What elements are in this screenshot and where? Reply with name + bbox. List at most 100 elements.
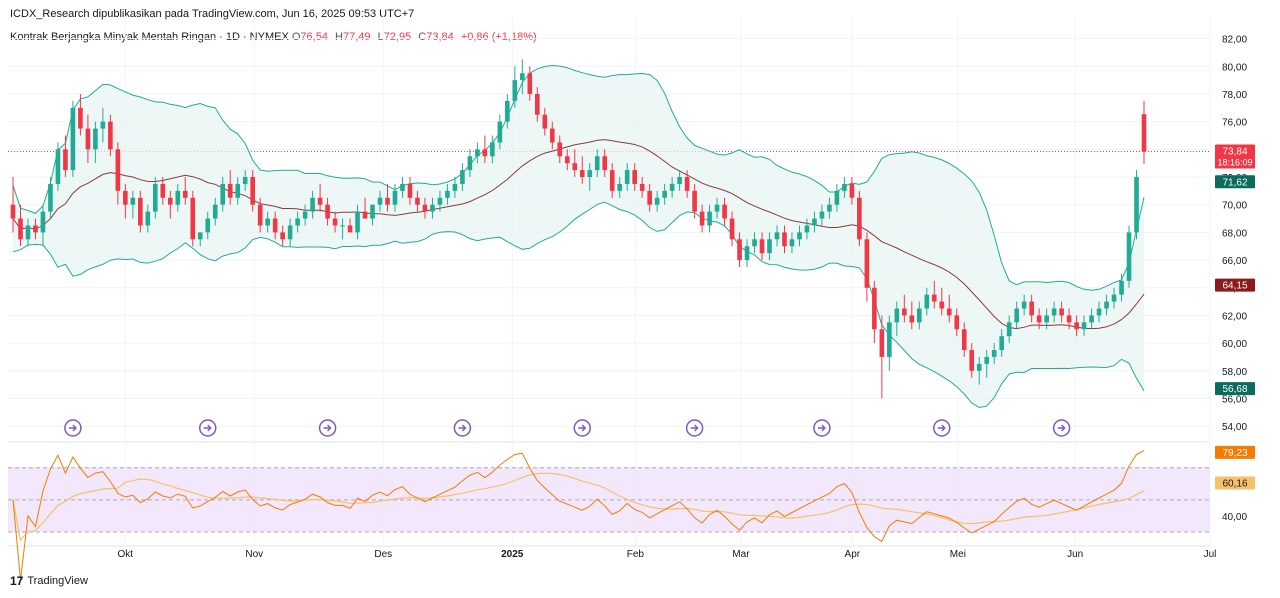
- rsi-pane: [8, 450, 1210, 581]
- candle-body: [467, 156, 473, 171]
- candle-body: [257, 204, 263, 226]
- x-tick-label: Jun: [1067, 549, 1083, 560]
- candle-body: [1044, 315, 1049, 323]
- candle-body: [662, 190, 667, 198]
- candle-body: [669, 183, 675, 191]
- candle-body: [729, 218, 735, 240]
- close-value: 73,84: [426, 31, 454, 43]
- candle-body: [160, 183, 166, 198]
- candle-body: [10, 204, 16, 219]
- candle-body: [797, 232, 802, 240]
- candle-body: [445, 190, 450, 198]
- candle-body: [857, 197, 862, 240]
- candle-body: [70, 107, 76, 171]
- candle-body: [617, 183, 623, 191]
- candle-body: [1126, 232, 1132, 281]
- candle-body: [520, 73, 525, 81]
- candle-body: [527, 73, 533, 94]
- x-tick-label: Des: [374, 549, 392, 560]
- candle-body: [400, 183, 405, 191]
- candle-body: [879, 329, 885, 357]
- candle-body: [370, 204, 375, 219]
- event-arrow-icon: [458, 424, 467, 432]
- candle-body: [931, 294, 937, 302]
- price-badge: [1215, 144, 1255, 169]
- y-tick-label: 76,00: [1222, 118, 1247, 129]
- high-value: 77,49: [342, 31, 371, 43]
- candle-body: [1089, 315, 1094, 323]
- candle-body: [1029, 301, 1034, 316]
- candle-body: [827, 204, 832, 212]
- candle-body: [819, 211, 825, 219]
- candle-body: [437, 197, 443, 205]
- candle-body: [872, 287, 877, 330]
- candle-body: [407, 183, 413, 198]
- candle-body: [175, 190, 181, 205]
- candle-body: [18, 218, 23, 240]
- candle-body: [138, 197, 143, 226]
- y-tick-label: 82,00: [1222, 35, 1247, 46]
- candle-body: [123, 190, 128, 205]
- candle-body: [632, 170, 637, 184]
- y-tick-label: 56,00: [1222, 394, 1247, 405]
- price-badge: [1215, 382, 1255, 396]
- band-lower: [12, 201, 1145, 409]
- price-badge-label: 73,84: [1222, 147, 1247, 158]
- candle-body: [1021, 301, 1027, 309]
- bollinger-bands: [12, 64, 1145, 409]
- event-arrow-icon: [203, 424, 212, 432]
- candle-body: [250, 177, 255, 205]
- candle-body: [1051, 308, 1057, 316]
- candle-body: [415, 197, 420, 205]
- candle-body: [452, 183, 458, 191]
- rsi-badge: [1215, 445, 1255, 459]
- rsi-badge-label: 60,16: [1222, 479, 1247, 490]
- candle-body: [534, 93, 540, 115]
- rsi-zone: [8, 467, 1210, 532]
- candle-body: [774, 232, 780, 240]
- price-badge: [1215, 278, 1255, 292]
- axes: 82,0080,0078,0076,0074,0072,0070,0068,00…: [117, 35, 1255, 560]
- x-tick-label: Nov: [245, 549, 263, 560]
- candle-body: [624, 170, 630, 184]
- candle-body: [280, 232, 285, 240]
- candle-body: [295, 218, 300, 226]
- y-tick-label: 80,00: [1222, 62, 1247, 73]
- symbol-legend: Kontrak Berjangka Minyak Mentah Ringan ·…: [10, 31, 537, 43]
- x-tick-label: Jul: [1204, 549, 1217, 560]
- candle-body: [759, 239, 765, 254]
- candle-body: [587, 170, 593, 178]
- rsi-line: [12, 450, 1145, 581]
- tradingview-logo-icon: 17: [10, 574, 24, 588]
- candle-body: [1096, 308, 1102, 316]
- candle-body: [310, 197, 315, 212]
- candle-body: [220, 183, 226, 205]
- candle-body: [744, 246, 750, 261]
- candle-body: [737, 239, 742, 261]
- candle-body: [639, 183, 645, 191]
- candle-body: [325, 204, 330, 219]
- candle-body: [347, 225, 353, 233]
- candle-body: [954, 315, 960, 330]
- y-tick-label: 68,00: [1222, 228, 1247, 239]
- y-tick-label: 58,00: [1222, 367, 1247, 378]
- x-tick-label: Feb: [627, 549, 645, 560]
- candle-body: [145, 211, 151, 226]
- countdown-label: 18:16:09: [1217, 158, 1252, 168]
- event-arrow-icon: [68, 424, 77, 432]
- x-tick-label: Mar: [732, 549, 750, 560]
- candle-body: [654, 197, 660, 205]
- candle-body: [235, 183, 241, 198]
- y-tick-label: 60,00: [1222, 339, 1247, 350]
- candle-body: [100, 121, 106, 129]
- candle-body: [182, 190, 188, 198]
- candle-body: [1104, 301, 1109, 309]
- event-markers: [64, 419, 1071, 437]
- candle-body: [93, 128, 98, 150]
- band-basis: [12, 139, 1145, 330]
- candle-body: [961, 329, 967, 351]
- candle-body: [647, 190, 652, 205]
- candle-body: [1014, 308, 1019, 323]
- candle-body: [78, 107, 83, 129]
